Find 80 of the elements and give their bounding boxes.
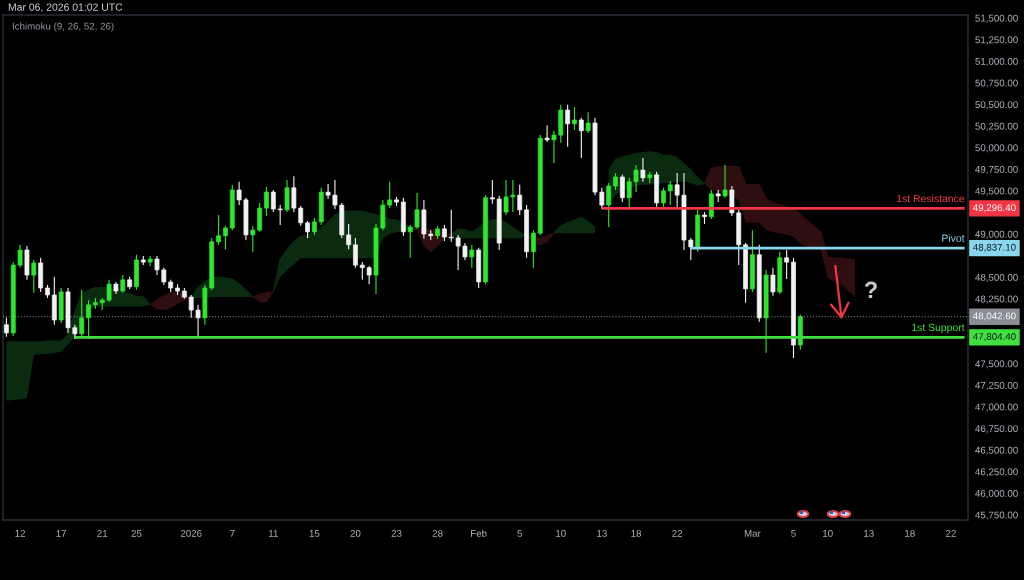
- y-tick-label: 46,500.00: [975, 446, 1018, 455]
- x-tick-label: 17: [56, 530, 67, 537]
- y-tick-label: 51,250.00: [975, 36, 1018, 45]
- data-label: 48,837.10: [973, 243, 1016, 252]
- y-tick-label: 46,750.00: [975, 425, 1018, 434]
- y-tick-label: 51,000.00: [975, 57, 1018, 66]
- x-tick-label: 22: [672, 529, 683, 537]
- candlestick: [469, 244, 475, 269]
- candlestick: [578, 117, 584, 159]
- candlestick: [264, 186, 269, 217]
- candlestick: [784, 249, 790, 280]
- data-label: 47,804.40: [973, 333, 1016, 342]
- y-tick-label: 50,500.00: [975, 101, 1018, 110]
- annotation: Ichimoku (9, 26, 52, 26): [12, 22, 114, 32]
- candlestick: [79, 289, 85, 338]
- x-tick-label: 28: [432, 529, 443, 537]
- x-tick-label: 25: [131, 529, 142, 537]
- y-tick-label: 50,000.00: [975, 144, 1018, 153]
- candlestick: [619, 174, 625, 203]
- y-tick-label: 49,000.00: [975, 230, 1018, 239]
- x-tick-label: Mar: [744, 530, 761, 537]
- x-tick-label: 18: [905, 529, 915, 537]
- x-tick-label: 7: [230, 530, 235, 537]
- candlestick: [284, 179, 290, 213]
- x-tick-label: 12: [15, 529, 26, 537]
- candlestick: [531, 229, 536, 269]
- x-tick-label: 21: [97, 529, 108, 537]
- annotation: ?: [864, 281, 877, 299]
- x-tick-label: 5: [517, 530, 523, 537]
- candlestick: [572, 106, 577, 131]
- y-tick-label: 48,500.00: [975, 273, 1018, 282]
- x-tick-label: 10: [823, 529, 833, 537]
- y-tick-label: 47,250.00: [975, 381, 1018, 390]
- candlestick: [353, 237, 358, 269]
- y-tick-label: 46,250.00: [975, 468, 1018, 477]
- x-tick-label: 10: [556, 529, 566, 537]
- series-label: Pivot: [942, 234, 965, 242]
- y-tick-label: 46,000.00: [975, 489, 1018, 498]
- x-tick-label: 2026: [180, 529, 202, 537]
- candlestick: [4, 317, 9, 338]
- candlestick: [606, 182, 612, 228]
- data-label: 49,296.40: [973, 204, 1016, 213]
- candlestick: [544, 124, 550, 143]
- x-tick-label: 23: [391, 529, 402, 537]
- candlestick: [565, 104, 571, 148]
- x-tick-label: 22: [945, 529, 956, 537]
- y-tick-label: 45,750.00: [975, 511, 1018, 520]
- series-label: 1st Resistance: [897, 194, 965, 203]
- series-label: 1st Support: [912, 323, 965, 334]
- candlestick: [661, 187, 666, 208]
- text: Mar 06, 2026 01:02 UTC: [8, 3, 123, 13]
- x-tick-label: 5: [791, 530, 796, 537]
- x-tick-label: 13: [864, 529, 874, 537]
- x-tick-label: 20: [350, 529, 361, 537]
- y-tick-label: 47,500.00: [975, 360, 1018, 369]
- x-tick-label: Feb: [471, 529, 487, 537]
- candlestick: [708, 189, 714, 220]
- candlestick: [346, 223, 352, 250]
- candlestick: [770, 267, 776, 297]
- y-tick-label: 48,250.00: [975, 295, 1018, 304]
- y-tick-label: 49,750.00: [975, 165, 1018, 174]
- candlestick: [585, 111, 591, 134]
- candlestick: [223, 225, 228, 250]
- y-tick-label: 51,500.00: [975, 14, 1018, 23]
- x-tick-label: 13: [597, 529, 607, 537]
- x-tick-label: 18: [631, 529, 642, 537]
- candlestick: [147, 255, 153, 267]
- candlestick: [722, 164, 728, 199]
- candlestick: [31, 259, 37, 294]
- y-tick-label: 50,750.00: [975, 79, 1018, 88]
- x-tick-label: 11: [269, 530, 278, 537]
- x-tick-label: 15: [309, 530, 320, 537]
- candlestick: [667, 180, 673, 206]
- y-tick-label: 49,500.00: [975, 187, 1018, 196]
- y-tick-label: 50,250.00: [975, 122, 1018, 131]
- candlestick: [640, 157, 646, 183]
- candlestick: [216, 214, 221, 246]
- y-tick-label: 47,000.00: [975, 403, 1018, 412]
- candlestick: [517, 184, 523, 216]
- ref-line-label: 48,042.60: [973, 312, 1016, 321]
